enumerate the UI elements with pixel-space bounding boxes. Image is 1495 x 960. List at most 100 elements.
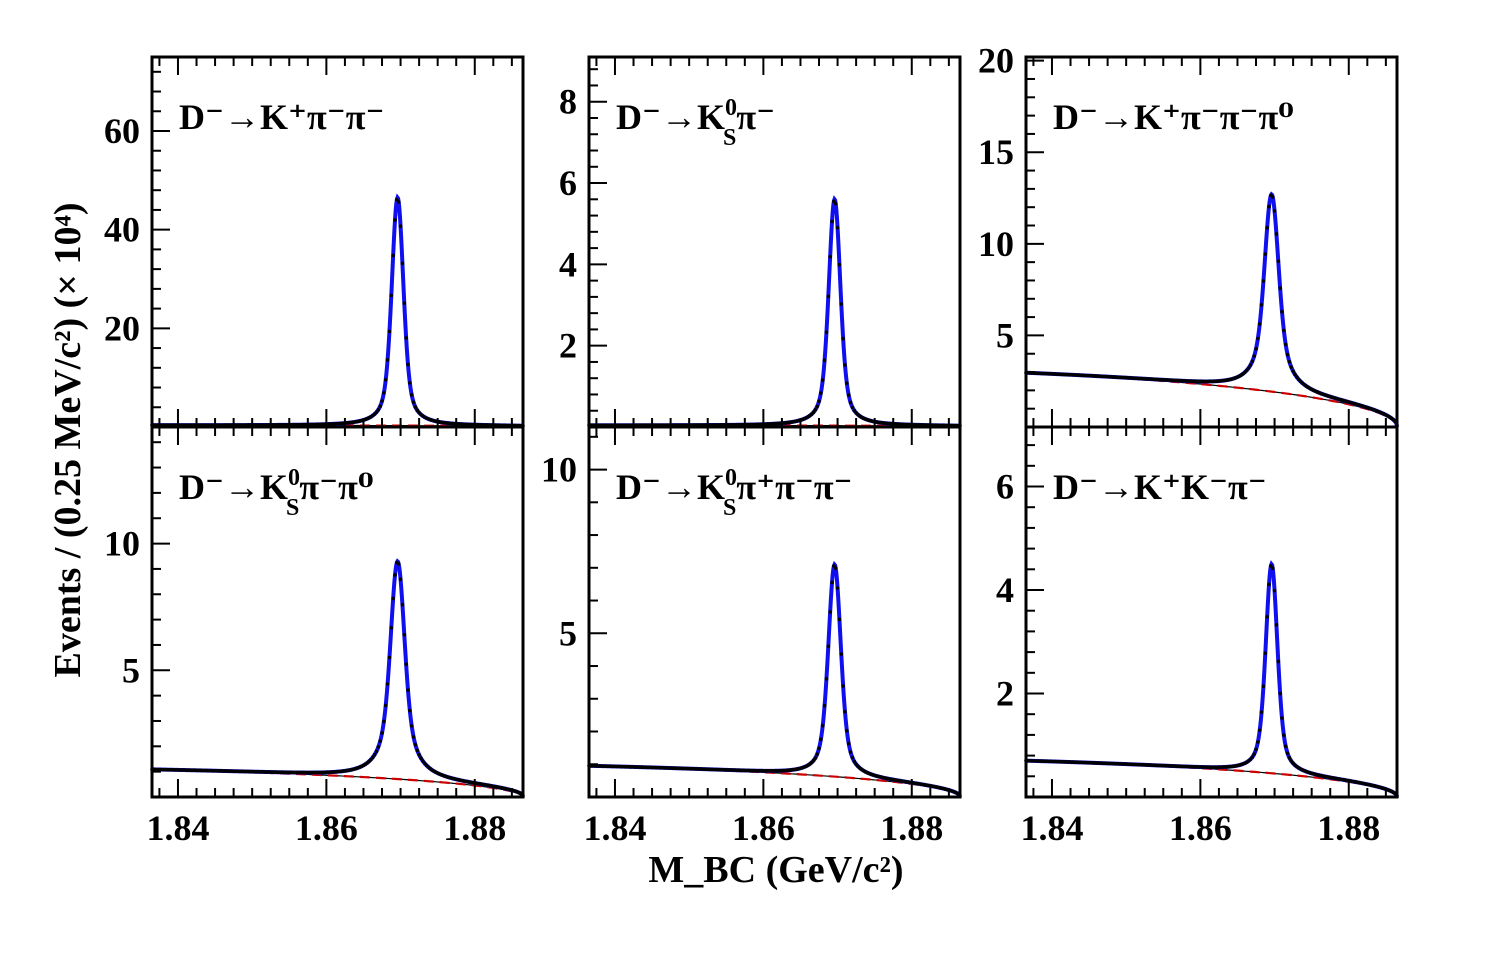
decay-channel-label: D⁻→K⁺K⁻π⁻: [1053, 467, 1267, 507]
data-point: [1259, 710, 1264, 714]
panel-p1: 20 40 60 D⁻→K⁺π⁻π⁻: [104, 55, 525, 429]
data-point: [380, 731, 384, 735]
data-points-p5: [587, 564, 962, 799]
data-point: [811, 758, 816, 763]
data-point: [409, 724, 414, 728]
decay-channel-tail: π⁻π⁰: [299, 467, 373, 507]
data-point: [1254, 347, 1258, 351]
data-point: [845, 381, 849, 386]
x-tick-label: 1.84: [583, 808, 646, 848]
total-fit-curve-p1: [152, 193, 524, 428]
data-point: [400, 602, 405, 607]
data-point: [1257, 322, 1262, 326]
data-point: [389, 625, 394, 630]
data-point: [824, 330, 829, 335]
data-point: [1285, 352, 1290, 357]
data-point: [833, 566, 838, 570]
data-point: [378, 739, 382, 743]
decay-channel-label: D⁻→K0 Sπ⁻: [616, 95, 775, 151]
decay-channel-main: D⁻→K: [616, 97, 725, 137]
data-points-p2: [587, 199, 962, 428]
data-point: [828, 610, 832, 614]
data-point: [417, 753, 421, 757]
data-point: [408, 381, 412, 385]
data-point: [398, 224, 403, 229]
data-point: [1250, 755, 1255, 759]
data-point: [413, 405, 418, 409]
decay-channel-main: D⁻→K: [179, 467, 288, 507]
decay-channel-label: D⁻→K⁺π⁻π⁻π⁰: [1053, 97, 1294, 137]
data-point: [376, 745, 381, 749]
data-point: [833, 201, 838, 206]
data-point: [826, 294, 831, 299]
x-tick-label: 1.86: [1169, 808, 1232, 848]
data-point: [826, 644, 831, 649]
data-point: [839, 652, 844, 656]
x-tick-label: 1.84: [146, 808, 209, 848]
data-points-p4: [150, 560, 525, 798]
data-point: [1246, 366, 1251, 370]
data-point: [1272, 588, 1277, 593]
data-point: [393, 218, 397, 222]
data-point: [1263, 651, 1268, 656]
decay-channel-main: D⁻→K⁺π⁻π⁻π⁰: [1053, 97, 1294, 137]
frame-p6: [1024, 425, 1399, 799]
data-point: [1276, 259, 1281, 264]
y-tick-label: 20: [978, 41, 1014, 81]
data-point: [848, 400, 853, 405]
data-point: [1283, 342, 1288, 347]
data-point: [398, 577, 403, 582]
data-point: [1257, 728, 1262, 733]
data-point: [817, 746, 821, 751]
x-axis-title: M_BC (GeV/c²): [648, 849, 903, 891]
data-point: [846, 393, 851, 397]
data-point: [372, 752, 377, 757]
y-tick-label: 5: [996, 315, 1014, 355]
x-tick-label: 1.86: [295, 808, 358, 848]
y-tick-label: 6: [559, 163, 577, 203]
decay-channel-sub: S: [286, 495, 299, 521]
data-point: [841, 336, 845, 341]
data-point: [413, 742, 418, 747]
data-point: [843, 709, 847, 714]
data-point: [370, 755, 375, 760]
data-point: [389, 293, 394, 298]
data-point: [1256, 740, 1260, 744]
data-point: [1287, 756, 1292, 760]
data-point: [419, 756, 423, 761]
panel-p5: 5 10 1.84 1.86 1.88 D⁻→K0 Sπ⁺π⁻π⁻: [541, 425, 962, 848]
decay-channel-sub: S: [723, 125, 736, 151]
data-point: [1252, 752, 1256, 756]
x-tick-label: 1.88: [1317, 808, 1380, 848]
y-tick-label: 15: [978, 132, 1014, 172]
data-point: [850, 405, 855, 410]
y-tick-label: 60: [104, 111, 140, 151]
total-fit-curve-p2: [589, 195, 961, 428]
y-tick-label: 10: [978, 224, 1014, 264]
data-point: [411, 400, 416, 405]
data-point: [1280, 716, 1284, 720]
data-point: [1267, 204, 1271, 209]
decay-channel-tail: π⁻: [736, 97, 775, 137]
decay-channel-tail: π⁺π⁻π⁻: [736, 467, 852, 507]
x-tick-label: 1.88: [443, 808, 506, 848]
data-point: [404, 662, 408, 667]
data-point: [1270, 195, 1275, 199]
data-point: [813, 756, 818, 760]
data-point: [817, 399, 821, 404]
background-curve-p4: [151, 768, 524, 798]
data-point: [841, 684, 845, 688]
data-point: [828, 254, 832, 259]
x-tick-label: 1.84: [1020, 808, 1083, 848]
data-point: [819, 737, 823, 742]
data-point: [1248, 363, 1253, 367]
data-point: [1278, 286, 1282, 291]
total-fit-curve-p4: [151, 558, 525, 797]
data-point: [415, 748, 420, 753]
data-point: [383, 377, 388, 382]
data-point: [396, 200, 401, 204]
data-point: [406, 688, 410, 692]
y-tick-label: 40: [104, 210, 140, 250]
